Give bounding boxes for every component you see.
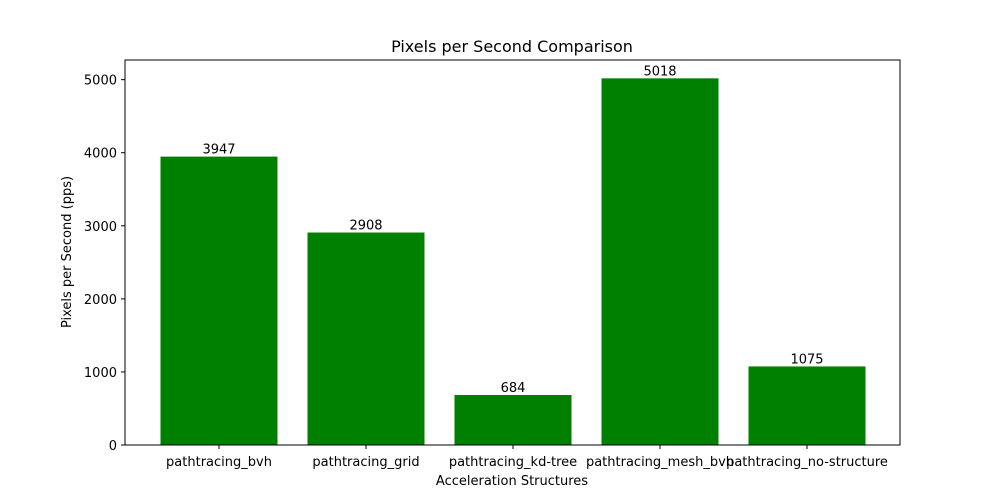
- bar-pathtracing_mesh_bvh: [601, 78, 719, 445]
- x-tick-label: pathtracing_kd-tree: [449, 455, 577, 470]
- data-label-pathtracing_kd-tree: 684: [501, 381, 526, 396]
- x-tick-label: pathtracing_no-structure: [726, 455, 888, 470]
- y-tick-label: 5000: [84, 74, 117, 89]
- y-tick-label: 4000: [84, 147, 117, 162]
- y-axis: 0 1000 2000 3000 4000 5000: [84, 74, 125, 454]
- bar-pathtracing_no-structure: [748, 366, 866, 445]
- y-tick-label: 0: [109, 439, 117, 454]
- y-axis-title: Pixels per Second (pps): [60, 176, 75, 328]
- x-axis-title: Acceleration Structures: [436, 474, 588, 489]
- chart-title: Pixels per Second Comparison: [391, 37, 633, 56]
- bar-pathtracing_kd-tree: [454, 395, 572, 445]
- data-label-pathtracing_mesh_bvh: 5018: [643, 64, 676, 79]
- bars-layer: [160, 78, 866, 445]
- bar-pathtracing_grid: [307, 232, 425, 445]
- x-tick-label: pathtracing_grid: [312, 455, 419, 470]
- y-tick-label: 1000: [84, 366, 117, 381]
- y-tick-label: 3000: [84, 220, 117, 235]
- y-tick-label: 2000: [84, 293, 117, 308]
- data-label-pathtracing_no-structure: 1075: [790, 352, 823, 367]
- x-tick-label: pathtracing_mesh_bvh: [586, 455, 734, 470]
- data-label-pathtracing_bvh: 3947: [202, 143, 235, 158]
- plot-frame: [124, 59, 901, 446]
- x-axis: pathtracing_bvh pathtracing_grid pathtraci…: [166, 445, 888, 470]
- x-tick-label: pathtracing_bvh: [166, 455, 272, 470]
- data-label-pathtracing_grid: 2908: [349, 219, 382, 234]
- data-labels-layer: 3947 2908 684 5018 1075: [202, 64, 823, 396]
- bar-pathtracing_bvh: [160, 156, 278, 445]
